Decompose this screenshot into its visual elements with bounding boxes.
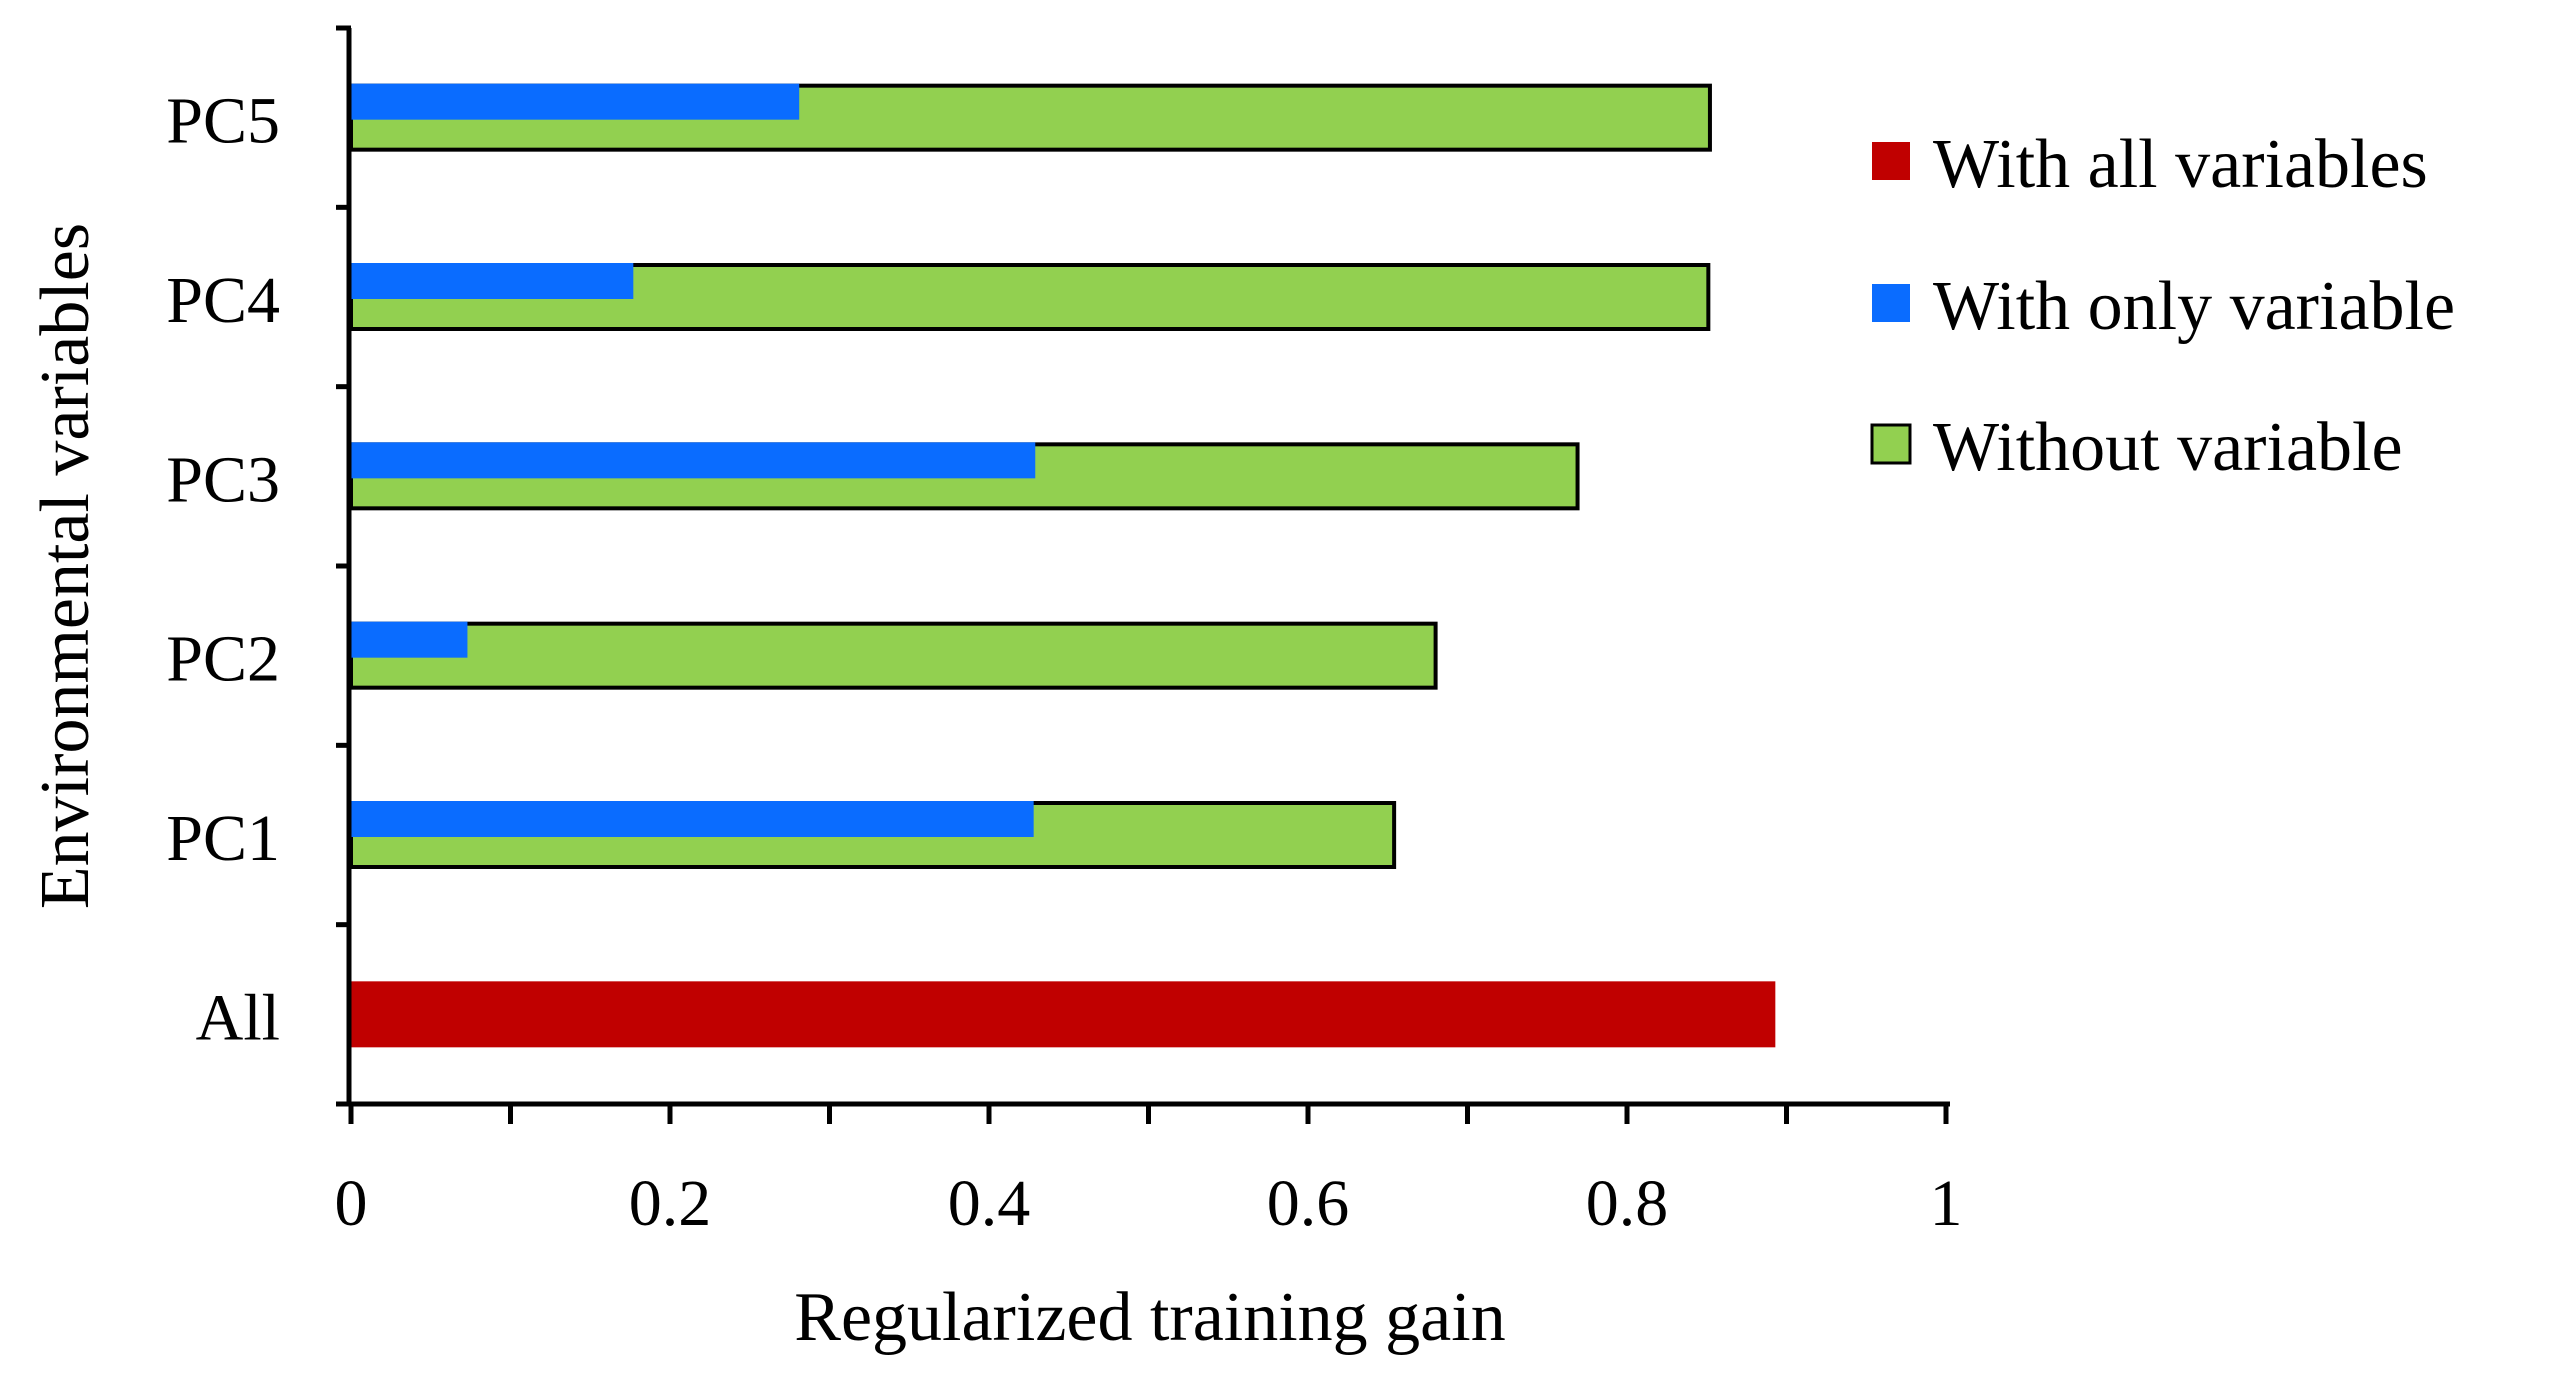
bar-pc3-with-only-variable <box>351 442 1036 479</box>
legend-swatch-with-only-variable <box>1872 284 1910 322</box>
x-tick-label-3: 0.6 <box>1267 1167 1350 1240</box>
labels-layer: All PC1 PC2 PC3 PC4 PC5 0 0.2 0.4 0.6 0.8 1 <box>166 85 1962 1240</box>
y-tick-label-pc4: PC4 <box>166 264 280 337</box>
legend: With all variables With only variable With… <box>1870 126 2455 486</box>
ticks-layer <box>336 25 1949 1124</box>
y-axis-title: Environmental variables <box>27 223 104 909</box>
x-tick-label-1: 0.2 <box>629 1167 712 1240</box>
x-tick-label-2: 0.4 <box>948 1167 1031 1240</box>
x-tick-label-4: 0.8 <box>1586 1167 1669 1240</box>
bar-pc4-with-only-variable <box>351 263 634 299</box>
y-tick-label-pc5: PC5 <box>166 85 280 158</box>
y-tick-label-pc1: PC1 <box>166 802 280 875</box>
legend-label-without-variable: Without variable <box>1933 409 2403 486</box>
legend-label-with-all-variables: With all variables <box>1933 126 2428 203</box>
y-tick-label-pc3: PC3 <box>166 443 280 516</box>
bar-pc5-with-only-variable <box>351 83 800 120</box>
y-tick-label-pc2: PC2 <box>166 623 280 696</box>
bar-pc2-with-only-variable <box>351 621 468 658</box>
bar-pc1-with-only-variable <box>351 801 1034 837</box>
x-tick-label-5: 1 <box>1930 1167 1963 1240</box>
y-tick-label-all: All <box>196 981 280 1054</box>
bar-all-with-all-variables <box>351 981 1776 1048</box>
legend-swatch-with-all-variables <box>1872 142 1910 180</box>
legend-swatch-without-variable <box>1870 423 1912 465</box>
x-tick-label-0: 0 <box>335 1167 368 1240</box>
x-axis-title: Regularized training gain <box>794 1279 1505 1356</box>
axes-layer <box>346 28 1950 1107</box>
bars-layer <box>349 83 1776 1048</box>
bar-pc2-without-variable <box>349 621 1438 690</box>
legend-label-with-only-variable: With only variable <box>1933 268 2455 345</box>
